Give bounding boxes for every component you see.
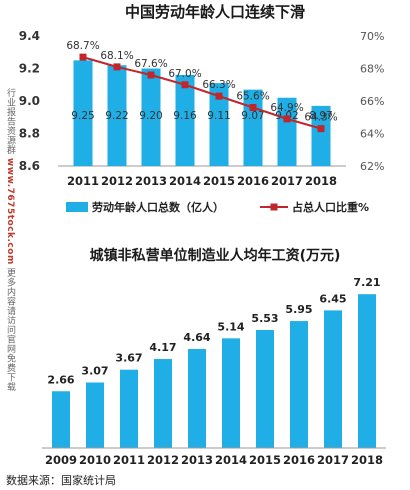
chart1-x-tick-label: 2012 <box>101 174 133 188</box>
chart2-bar <box>324 310 342 448</box>
chart1-bar <box>141 68 161 166</box>
side-note-suffix: 更多内容请访问官网免费下载 <box>5 268 15 392</box>
chart1-x-tick-label: 2014 <box>169 174 201 188</box>
chart1-x-tick-label: 2017 <box>271 174 303 188</box>
legend-swatch-bars <box>66 202 88 212</box>
chart1-x-tick-label: 2013 <box>135 174 167 188</box>
chart1-bar <box>107 65 127 166</box>
chart1-line-marker <box>249 104 257 111</box>
chart2-bar-value-label: 7.21 <box>353 276 380 289</box>
chart1-bar-value-label: 9.22 <box>105 110 128 122</box>
chart1-line-value-label: 66.3% <box>202 79 235 91</box>
left-axis-tick-label: 9.0 <box>19 94 40 108</box>
chart2-x-tick-label: 2012 <box>147 453 179 467</box>
chart2-bar-value-label: 5.53 <box>251 312 278 325</box>
right-axis-tick-label: 68% <box>360 63 384 76</box>
chart2-bar <box>222 338 240 448</box>
chart2-bars: 2.66 3.07 3.67 4.17 4.64 5.14 5.53 5.95 6.45 7.21 <box>42 276 386 449</box>
chart1-line-marker <box>317 125 325 133</box>
chart1-bar-value-label: 9.25 <box>71 110 94 122</box>
chart1-line-marker <box>113 63 121 71</box>
chart1-line-value-label: 64.9% <box>270 102 303 114</box>
chart1-line-marker <box>181 81 189 89</box>
chart2-bar-value-label: 5.14 <box>217 320 244 333</box>
left-axis-tick-label: 9.2 <box>19 62 40 76</box>
chart1-line-value-label: 67.6% <box>134 58 167 70</box>
side-note-url: www.7675tock.com <box>5 157 15 265</box>
chart2-bar <box>188 349 206 448</box>
chart1-bar-value-label: 9.11 <box>207 110 230 122</box>
chart2-bar <box>86 382 104 448</box>
chart1-bar <box>311 105 331 166</box>
chart2-bar <box>358 294 376 448</box>
legend-label-bars: 劳动年龄人口总数（亿人） <box>92 200 224 214</box>
chart1-line-value-label: 68.1% <box>100 50 133 62</box>
chart1-bar-value-label: 9.07 <box>241 110 264 122</box>
legend-label-line: 占总人口比重% <box>292 200 369 214</box>
right-axis-tick-label: 66% <box>360 95 384 108</box>
chart1-bar-value-label: 8.97 <box>309 110 332 122</box>
chart1-bar <box>209 83 229 166</box>
chart2-x-tick-label: 2014 <box>215 453 247 467</box>
chart1-line-marker <box>283 115 291 123</box>
chart2-bar-value-label: 6.45 <box>319 292 346 305</box>
chart1-x-tick-label: 2015 <box>203 174 235 188</box>
chart1-title: 中国劳动年龄人口连续下滑 <box>125 3 305 21</box>
chart2-x-tick-label: 2017 <box>317 453 349 467</box>
chart1-line-marker <box>79 53 87 61</box>
chart2-bar <box>120 369 138 448</box>
chart2-x-tick-label: 2015 <box>249 453 281 467</box>
chart1-line-value-label: 65.6% <box>236 91 269 103</box>
chart2-x-tick-label: 2018 <box>351 453 383 467</box>
chart2-bar <box>154 359 172 448</box>
chart2-x-tick-label: 2009 <box>45 453 77 467</box>
chart1-line-value-label: 68.7% <box>66 40 99 52</box>
right-axis-tick-label: 62% <box>360 160 384 173</box>
chart1-x-tick-label: 2011 <box>67 174 99 188</box>
chart1-line-path <box>82 56 322 130</box>
chart2-bar <box>256 330 274 448</box>
side-note-prefix: 行业报告资源群 <box>5 88 15 155</box>
chart1-line-value-label: 67.0% <box>168 68 201 80</box>
chart2-x-tick-label: 2013 <box>181 453 213 467</box>
chart1-bar <box>73 60 93 166</box>
left-axis-tick-label: 8.8 <box>19 127 40 141</box>
chart2-bar-value-label: 4.64 <box>183 331 210 344</box>
chart2-bar-value-label: 3.07 <box>81 365 108 378</box>
chart2-x-tick-label: 2011 <box>113 453 145 467</box>
chart1-bars: 9.259.229.209.169.119.079.028.97 <box>71 60 333 166</box>
data-source-note: 数据来源：国家统计局 <box>6 474 116 487</box>
chart2-bar-value-label: 5.95 <box>285 303 312 316</box>
right-axis-tick-label: 70% <box>360 30 384 43</box>
legend-swatch-line-marker <box>270 203 278 211</box>
chart1-x-tick-label: 2018 <box>305 174 337 188</box>
side-watermark-note: 行业报告资源群 www.7675tock.com 更多内容请访问官网免费下载 <box>3 88 17 392</box>
chart1-x-tick-label: 2016 <box>237 174 269 188</box>
chart1-line-series: 68.7%68.1%67.6%67.0%66.3%65.6%64.9%64.3% <box>66 40 338 133</box>
chart1-line-marker <box>215 92 223 100</box>
chart1-bar <box>277 97 297 166</box>
chart1-bar <box>175 75 195 166</box>
chart2-bar-value-label: 2.66 <box>47 373 74 386</box>
chart2-bar <box>290 321 308 448</box>
chart2-x-tick-label: 2010 <box>79 453 111 467</box>
right-axis-tick-label: 64% <box>360 128 384 141</box>
left-axis-tick-label: 8.6 <box>19 159 40 173</box>
chart1-bar-value-label: 9.16 <box>173 110 197 122</box>
chart2-x-labels: 2009 2010 2011 2012 2013 2014 2015 2016 2017 2018 <box>45 453 383 467</box>
chart2-bar-value-label: 3.67 <box>115 352 142 365</box>
chart1-line-marker <box>147 71 155 79</box>
chart2-bar <box>52 391 70 448</box>
chart2-title: 城镇非私营单位制造业人均年工资(万元) <box>90 247 341 264</box>
chart1-legend: 劳动年龄人口总数（亿人） 占总人口比重% <box>66 200 369 214</box>
chart1-line-value-label: 64.3% <box>304 112 337 124</box>
chart1-axes: 8.6 8.8 9.0 9.2 9.4 62% 64% 66% 68% 70% <box>19 29 385 173</box>
chart2-bar-value-label: 4.17 <box>149 341 176 354</box>
chart1-bar-value-label: 9.20 <box>139 110 162 122</box>
left-axis-tick-label: 9.4 <box>19 29 40 43</box>
chart2-x-tick-label: 2016 <box>283 453 315 467</box>
chart1-x-labels: 2011 2012 2013 2014 2015 2016 2017 2018 <box>67 174 337 188</box>
